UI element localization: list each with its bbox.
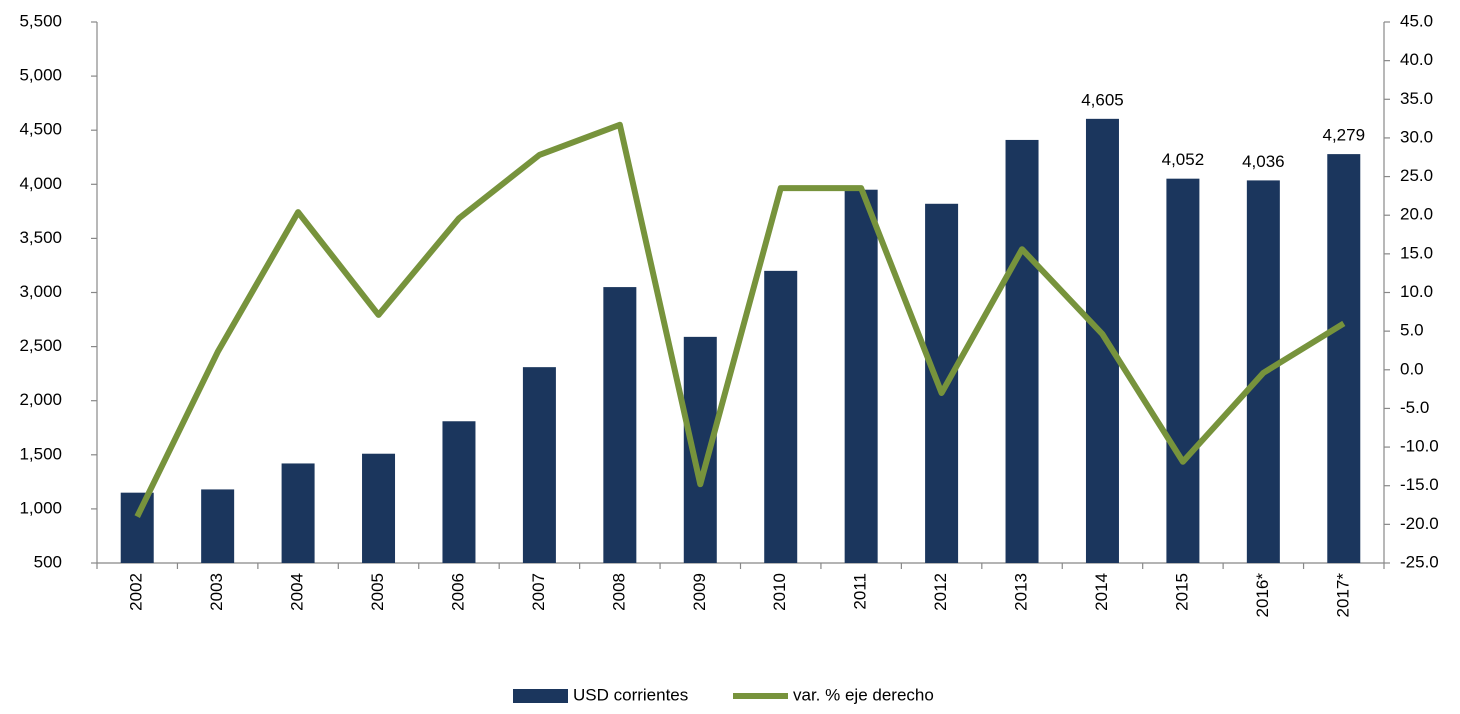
bar [844,189,878,563]
y-tick-label: 4,500 [19,120,62,139]
y-tick-label: 2,500 [19,336,62,355]
y2-tick-label: 30.0 [1400,127,1433,146]
bar [1327,154,1361,564]
y2-tick-label: 5.0 [1400,321,1424,340]
x-tick-label: 2017* [1333,573,1352,618]
x-tick-label: 2014 [1092,573,1111,611]
bar [201,489,235,563]
bar [1166,178,1200,564]
data-label: 4,605 [1081,90,1124,109]
bar [522,367,556,563]
legend-swatch [513,689,568,703]
bar [362,453,396,563]
y2-tick-label: 0.0 [1400,359,1424,378]
bar [764,270,798,563]
y2-tick-label: -5.0 [1400,398,1429,417]
legend-label: USD corrientes [573,685,688,704]
bar [442,421,476,563]
y2-tick-label: 45.0 [1400,11,1433,30]
y-tick-label: 3,000 [19,282,62,301]
x-tick-label: 2003 [207,573,226,611]
y2-tick-label: 40.0 [1400,50,1433,69]
y-tick-label: 2,000 [19,390,62,409]
y-tick-label: 4,000 [19,174,62,193]
x-tick-label: 2015 [1172,573,1191,611]
x-tick-label: 2002 [127,573,146,611]
x-tick-label: 2009 [690,573,709,611]
y2-tick-label: -15.0 [1400,475,1439,494]
y2-tick-label: 25.0 [1400,166,1433,185]
y-tick-label: 1,000 [19,498,62,517]
x-tick-label: 2012 [931,573,950,611]
x-tick-label: 2011 [851,573,870,610]
x-tick-label: 2005 [368,573,387,611]
y2-tick-label: 20.0 [1400,205,1433,224]
y-tick-label: 3,500 [19,228,62,247]
y2-tick-label: -20.0 [1400,514,1439,533]
x-tick-label: 2016* [1253,573,1272,618]
data-label: 4,036 [1242,152,1285,171]
bar [120,492,154,563]
bar [603,287,637,563]
bar [925,203,959,563]
x-tick-label: 2013 [1012,573,1031,611]
y2-tick-label: 10.0 [1400,282,1433,301]
bar [1085,118,1119,564]
bar [1005,139,1039,564]
x-tick-label: 2010 [770,573,789,611]
data-label: 4,052 [1162,150,1205,169]
bar [281,463,315,563]
y-tick-label: 5,500 [19,11,62,30]
x-tick-label: 2008 [609,573,628,611]
y2-tick-label: -10.0 [1400,437,1439,456]
y-tick-label: 1,500 [19,444,62,463]
line [134,121,1346,518]
x-tick-label: 2006 [448,573,467,611]
y2-tick-label: 35.0 [1400,89,1433,108]
legend-label: var. % eje derecho [793,685,934,704]
x-tick-label: 2004 [288,573,307,611]
x-tick-label: 2007 [529,573,548,611]
y2-tick-label: -25.0 [1400,552,1439,571]
y-tick-label: 500 [34,552,62,571]
y-tick-label: 5,000 [19,66,62,85]
y2-tick-label: 15.0 [1400,243,1433,262]
data-label: 4,279 [1323,126,1366,145]
